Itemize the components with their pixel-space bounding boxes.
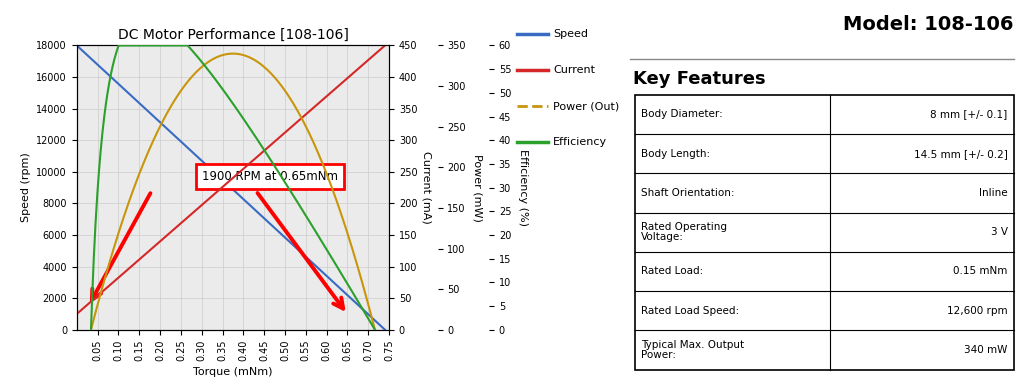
Text: Power:: Power: — [641, 350, 676, 360]
Text: Rated Operating: Rated Operating — [641, 222, 727, 232]
Y-axis label: Power (mW): Power (mW) — [472, 153, 482, 222]
Text: Typical Max. Output: Typical Max. Output — [641, 340, 744, 349]
Text: Speed: Speed — [553, 29, 588, 39]
Text: 12,600 rpm: 12,600 rpm — [947, 305, 1008, 316]
Text: Shaft Orientation:: Shaft Orientation: — [641, 188, 734, 198]
Y-axis label: Current (mA): Current (mA) — [421, 151, 431, 224]
Text: 1900 RPM at 0.65mNm: 1900 RPM at 0.65mNm — [202, 170, 338, 183]
Text: 3 V: 3 V — [990, 227, 1008, 237]
Text: Inline: Inline — [979, 188, 1008, 198]
Text: Rated Load:: Rated Load: — [641, 266, 703, 276]
Text: Efficiency: Efficiency — [553, 137, 607, 147]
Text: Rated Load Speed:: Rated Load Speed: — [641, 305, 739, 316]
Y-axis label: Speed (rpm): Speed (rpm) — [20, 153, 31, 222]
Text: 14.5 mm [+/- 0.2]: 14.5 mm [+/- 0.2] — [913, 149, 1008, 159]
Y-axis label: Efficiency (%): Efficiency (%) — [518, 149, 528, 226]
Text: Current: Current — [553, 65, 595, 75]
Text: Model: 108-106: Model: 108-106 — [843, 15, 1014, 34]
Text: Body Diameter:: Body Diameter: — [641, 110, 723, 119]
Text: Key Features: Key Features — [633, 70, 766, 88]
Text: 0.15 mNm: 0.15 mNm — [953, 266, 1008, 276]
Text: 340 mW: 340 mW — [965, 345, 1008, 355]
X-axis label: Torque (mNm): Torque (mNm) — [194, 366, 272, 377]
Text: 8 mm [+/- 0.1]: 8 mm [+/- 0.1] — [931, 110, 1008, 119]
Title: DC Motor Performance [108-106]: DC Motor Performance [108-106] — [118, 28, 348, 42]
Text: Body Length:: Body Length: — [641, 149, 711, 159]
Text: Power (Out): Power (Out) — [553, 101, 620, 111]
Text: Voltage:: Voltage: — [641, 232, 684, 243]
